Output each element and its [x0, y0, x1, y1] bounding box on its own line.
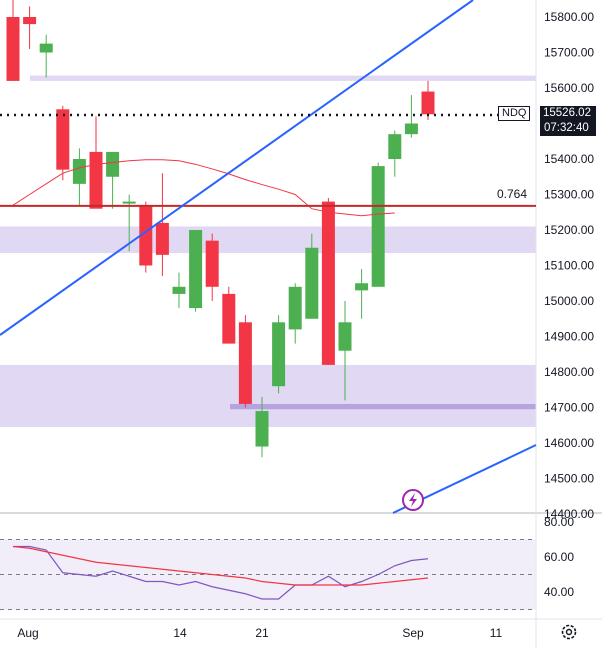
- last-price-label: 15526.02: [543, 107, 591, 119]
- candle: [56, 109, 70, 170]
- price-tick-label: 15700.00: [544, 46, 594, 60]
- price-tick-label: 15200.00: [544, 223, 594, 237]
- candle: [404, 123, 418, 135]
- rsi-line: [13, 545, 429, 600]
- time-tick-label: 21: [255, 626, 269, 640]
- candle: [23, 17, 37, 25]
- price-tick-label: 14600.00: [544, 436, 594, 450]
- price-tick-label: 14400.00: [544, 507, 594, 521]
- price-zone: [0, 226, 536, 254]
- price-axis[interactable]: 15800.0015700.0015600.0015500.0015400.00…: [544, 10, 594, 521]
- rsi-ma-line: [12, 545, 429, 586]
- candle: [338, 322, 352, 351]
- candle: [72, 159, 86, 184]
- rsi-tick-label: 60.00: [544, 550, 574, 564]
- candle: [172, 286, 186, 294]
- candle: [305, 247, 319, 319]
- price-zones: [0, 75, 536, 428]
- rsi-tick-label: 40.00: [544, 585, 574, 599]
- symbol-price-tag: NDQ 15526.02: [498, 106, 596, 121]
- countdown-label: 07:32:40: [544, 122, 589, 134]
- candle: [272, 322, 286, 387]
- price-tick-label: 15800.00: [544, 10, 594, 24]
- candle: [106, 151, 120, 177]
- candle: [371, 166, 385, 287]
- price-tick-label: 15000.00: [544, 294, 594, 308]
- time-axis[interactable]: Aug 14 21 Sep 11: [17, 626, 502, 640]
- moving-average-line: [12, 159, 395, 217]
- gear-icon[interactable]: [560, 623, 578, 641]
- candle: [6, 17, 20, 81]
- time-tick-label: 14: [173, 626, 187, 640]
- countdown-tag: 07:32:40: [540, 121, 596, 136]
- overlays: [0, 0, 537, 514]
- price-tick-label: 14700.00: [544, 401, 594, 415]
- candle: [139, 205, 153, 266]
- time-tick-label: Aug: [17, 626, 38, 640]
- candle: [238, 322, 252, 404]
- candle: [205, 240, 219, 287]
- price-tick-label: 14500.00: [544, 472, 594, 486]
- price-tick-label: 15400.00: [544, 152, 594, 166]
- symbol-label: NDQ: [498, 106, 531, 121]
- candle: [89, 151, 103, 209]
- price-zone: [30, 75, 536, 81]
- candles: [6, 0, 435, 458]
- price-tick-label: 15300.00: [544, 188, 594, 202]
- trendline-upper: [0, 0, 474, 336]
- price-tick-label: 15600.00: [544, 81, 594, 95]
- candle: [288, 286, 302, 330]
- time-tick-label: 11: [490, 626, 503, 640]
- candle: [39, 43, 53, 53]
- alert-icon[interactable]: [402, 489, 424, 511]
- candle: [155, 222, 169, 255]
- candle: [355, 283, 369, 291]
- price-zone: [230, 403, 536, 410]
- price-tick-label: 15100.00: [544, 259, 594, 273]
- rsi-pane: 80.00 60.00 40.00: [0, 515, 574, 610]
- candle: [122, 201, 136, 204]
- rsi-tick-label: 80.00: [544, 515, 574, 529]
- fib-level-label: 0.764: [497, 187, 527, 201]
- candle: [189, 230, 203, 309]
- candle: [321, 201, 335, 365]
- candle: [421, 91, 435, 115]
- price-tick-label: 14800.00: [544, 365, 594, 379]
- candle: [222, 293, 236, 344]
- candle: [255, 411, 269, 447]
- time-tick-label: Sep: [402, 626, 424, 640]
- price-tick-label: 14900.00: [544, 330, 594, 344]
- candle: [388, 134, 402, 159]
